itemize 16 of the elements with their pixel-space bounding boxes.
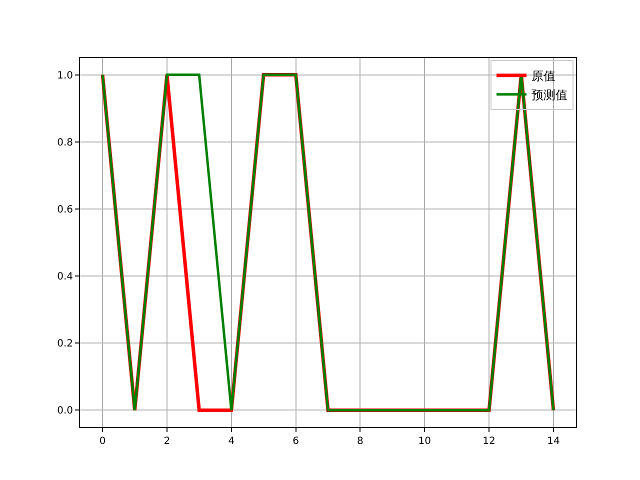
x-tick-label: 6	[292, 436, 299, 447]
x-tick-label: 4	[228, 436, 235, 447]
y-tick-label: 1.0	[57, 70, 73, 82]
legend-label: 预测值	[532, 88, 568, 102]
x-tick-label: 12	[482, 436, 496, 447]
y-tick-label: 0.4	[57, 272, 73, 283]
y-tick-label: 0.6	[57, 204, 73, 216]
y-tick-label: 0.8	[57, 137, 73, 148]
x-tick-label: 0	[99, 436, 106, 447]
x-tick-label: 14	[547, 436, 560, 447]
legend-label: 原值	[532, 69, 556, 84]
x-tick-label: 8	[357, 436, 364, 447]
x-tick-label: 2	[164, 436, 170, 447]
y-tick-label: 0.0	[57, 406, 73, 417]
y-tick-label: 0.2	[57, 338, 73, 350]
x-tick-label: 10	[418, 436, 431, 447]
